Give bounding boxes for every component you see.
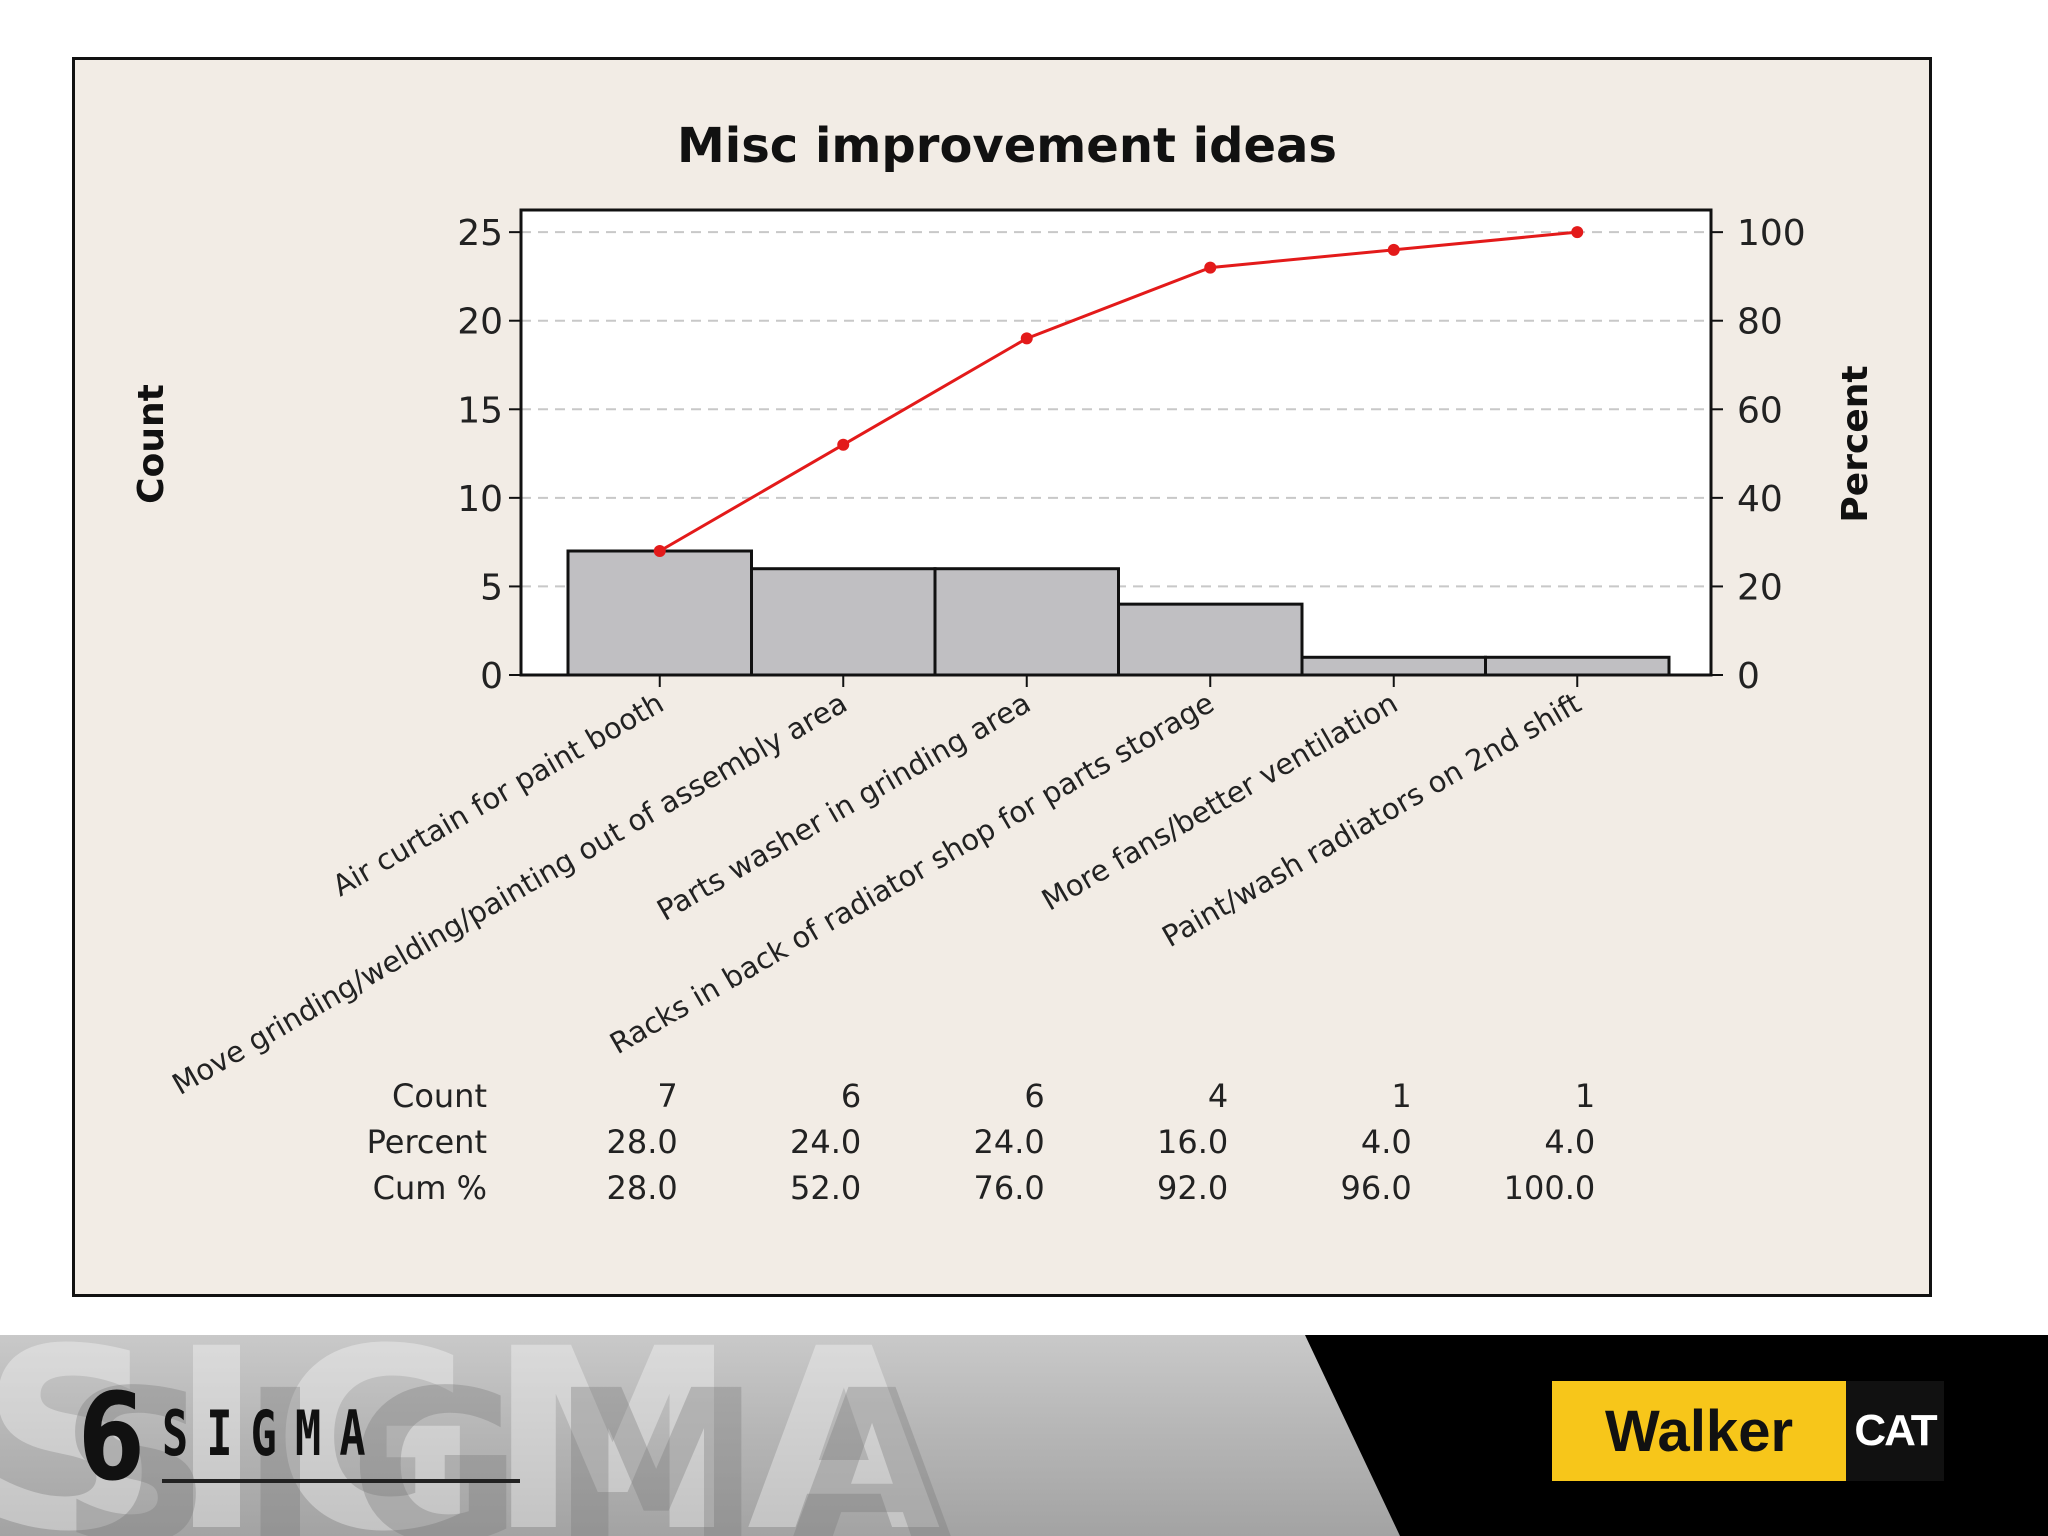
- pareto-chart: Misc improvement ideas 0 5 10 15 20 25 0 20 40 60…: [72, 57, 1932, 1297]
- plot-frame: [519, 208, 1713, 677]
- table-cell: 92.0: [1157, 1169, 1228, 1207]
- y-tick-label: 5: [480, 567, 503, 608]
- y-tick-label: 20: [457, 302, 503, 343]
- bar: [750, 567, 937, 677]
- table-cell: 4: [1208, 1077, 1228, 1115]
- table-row-label: Count: [392, 1077, 487, 1115]
- table-cell: 28.0: [607, 1123, 678, 1161]
- cat-logo-box: CAT: [1846, 1381, 1944, 1481]
- table-cell: 24.0: [790, 1123, 861, 1161]
- table-cell: 52.0: [790, 1169, 861, 1207]
- y2-tick-label: 0: [1737, 656, 1760, 697]
- y2-tick-label: 80: [1737, 302, 1783, 343]
- y-tick-label: 10: [457, 479, 503, 520]
- walker-logo-box: Walker: [1552, 1381, 1846, 1481]
- table-cell: 76.0: [974, 1169, 1045, 1207]
- chart-canvas: Misc improvement ideas 0 5 10 15 20 25 0 20 40 60…: [131, 118, 1876, 1207]
- bar: [1484, 655, 1671, 677]
- bar: [566, 549, 753, 677]
- category-label: Parts washer in grinding area: [651, 686, 1036, 928]
- six-sigma-underline: [162, 1479, 520, 1483]
- y-axis-title: Count: [131, 384, 172, 504]
- cumulative-line: [658, 230, 1578, 553]
- cat-logo-text: CAT: [1854, 1406, 1937, 1455]
- table-cell: 1: [1575, 1077, 1595, 1115]
- table-cell: 4.0: [1544, 1123, 1595, 1161]
- chart-title: Misc improvement ideas: [677, 118, 1337, 174]
- table-cell: 7: [657, 1077, 677, 1115]
- banner-watermark: SIGMA: [0, 1335, 951, 1536]
- y2-axis-title: Percent: [1835, 365, 1876, 522]
- y2-tick-label: 40: [1737, 479, 1783, 520]
- category-label: More fans/better ventilation: [1036, 686, 1403, 918]
- table-cell: 96.0: [1341, 1169, 1412, 1207]
- six-sigma-number: 6: [78, 1369, 145, 1508]
- table-row-label: Percent: [367, 1123, 487, 1161]
- cumulative-point: [1387, 243, 1400, 256]
- cumulative-point: [1571, 226, 1584, 239]
- bar: [933, 567, 1120, 677]
- table-cell: 6: [1024, 1077, 1044, 1115]
- y-tick-label: 15: [457, 390, 503, 431]
- bar: [1117, 602, 1304, 677]
- table-cell: 100.0: [1504, 1169, 1596, 1207]
- table-cell: 16.0: [1157, 1123, 1228, 1161]
- footer-banner: SIGMA SIGMA 6 SIGMA Walker CAT: [0, 1335, 2048, 1536]
- y2-tick-label: 60: [1737, 390, 1783, 431]
- y2-tick-label: 100: [1737, 213, 1806, 254]
- walker-cat-logo: Walker CAT: [1552, 1381, 1944, 1481]
- bar: [1300, 655, 1487, 677]
- category-label: Air curtain for paint booth: [327, 686, 670, 903]
- table-cell: 4.0: [1361, 1123, 1412, 1161]
- cumulative-point: [653, 545, 666, 557]
- table-cell: 1: [1391, 1077, 1411, 1115]
- banner-grey-panel: SIGMA SIGMA: [0, 1335, 1400, 1536]
- table-cell: 6: [841, 1077, 861, 1115]
- walker-logo-text: Walker: [1604, 1398, 1794, 1464]
- y2-tick-label: 20: [1737, 567, 1783, 608]
- y-tick-label: 25: [457, 213, 503, 254]
- table-cell: 28.0: [607, 1169, 678, 1207]
- six-sigma-word: SIGMA: [162, 1397, 384, 1470]
- cumulative-point: [1020, 332, 1033, 345]
- banner-watermark-shadow: SIGMA: [60, 1345, 984, 1536]
- y-tick-label: 0: [480, 656, 503, 697]
- category-label: Move grinding/welding/painting out of as…: [166, 686, 852, 1102]
- cumulative-point: [837, 438, 850, 451]
- table-row-label: Cum %: [373, 1169, 487, 1207]
- table-cell: 24.0: [974, 1123, 1045, 1161]
- cumulative-point: [1204, 261, 1217, 274]
